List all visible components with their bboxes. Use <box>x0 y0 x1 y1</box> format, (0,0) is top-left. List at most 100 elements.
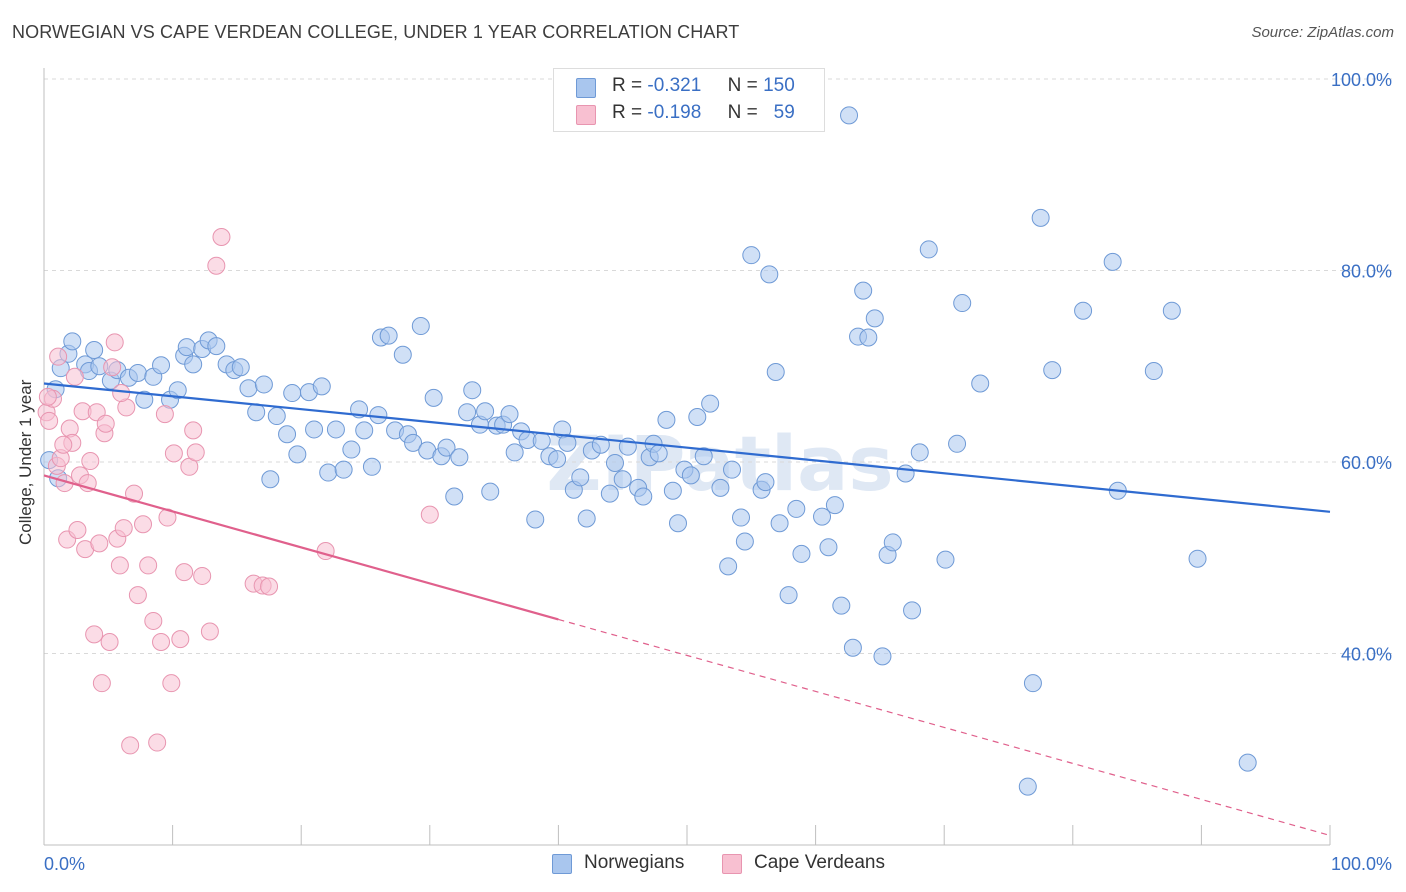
data-point-norwegians <box>840 106 859 125</box>
data-point-norwegians <box>813 507 832 526</box>
legend-n-label: N = <box>727 75 758 96</box>
data-point-cape-verdeans <box>125 484 144 503</box>
data-point-norwegians <box>634 487 653 506</box>
data-point-cape-verdeans <box>207 256 226 275</box>
data-point-norwegians <box>369 406 388 425</box>
legend-n-value: 59 <box>773 102 795 123</box>
data-point-norwegians <box>526 510 545 529</box>
bottom-legend-swatch-norwegians <box>552 854 572 874</box>
legend-r-label: R = <box>612 102 643 123</box>
y-tick-label: 100.0% <box>1331 70 1392 90</box>
chart-title: NORWEGIAN VS CAPE VERDEAN COLLEGE, UNDER… <box>12 22 740 42</box>
data-point-norwegians <box>919 240 938 259</box>
data-point-cape-verdeans <box>164 444 183 463</box>
data-point-norwegians <box>1103 252 1122 271</box>
data-point-norwegians <box>719 557 738 576</box>
data-point-norwegians <box>657 410 676 429</box>
data-point-norwegians <box>379 326 398 345</box>
data-point-norwegians <box>971 374 990 393</box>
data-point-norwegians <box>742 246 761 265</box>
data-point-cape-verdeans <box>134 515 153 534</box>
data-point-norwegians <box>1238 753 1257 772</box>
data-point-cape-verdeans <box>155 405 174 424</box>
data-point-norwegians <box>770 514 789 533</box>
data-point-norwegians <box>319 463 338 482</box>
data-point-norwegians <box>231 358 250 377</box>
legend-n-value: 150 <box>763 75 795 96</box>
data-point-cape-verdeans <box>139 556 158 575</box>
data-point-cape-verdeans <box>85 625 104 644</box>
data-point-norwegians <box>1043 361 1062 380</box>
data-point-cape-verdeans <box>81 452 100 471</box>
bottom-legend-label: Norwegians <box>584 852 685 873</box>
data-point-cape-verdeans <box>193 566 212 585</box>
legend-r-label: R = <box>612 75 643 96</box>
data-point-norwegians <box>334 460 353 479</box>
data-point-norwegians <box>787 499 806 518</box>
data-point-norwegians <box>342 440 361 459</box>
data-point-norwegians <box>779 586 798 605</box>
data-point-norwegians <box>936 550 955 569</box>
data-point-cape-verdeans <box>68 520 87 539</box>
data-point-norwegians <box>766 362 785 381</box>
data-point-norwegians <box>760 265 779 284</box>
chart-source: Source: ZipAtlas.com <box>1251 24 1394 41</box>
data-point-norwegians <box>896 464 915 483</box>
data-point-cape-verdeans <box>171 630 190 649</box>
data-point-norwegians <box>825 496 844 515</box>
trend-line-cape-verdeans-extension <box>558 618 1331 837</box>
data-point-norwegians <box>558 433 577 452</box>
data-point-norwegians <box>450 448 469 467</box>
data-point-cape-verdeans <box>200 622 219 641</box>
data-point-norwegians <box>267 407 286 426</box>
trend-line-norwegians <box>43 382 1331 513</box>
data-point-cape-verdeans <box>175 563 194 582</box>
bottom-legend-label: Cape Verdeans <box>754 852 885 873</box>
data-point-norwegians <box>688 407 707 426</box>
data-point-cape-verdeans <box>186 443 205 462</box>
data-point-norwegians <box>859 328 878 347</box>
data-point-cape-verdeans <box>144 611 163 630</box>
data-point-norwegians <box>732 508 751 527</box>
data-point-norwegians <box>668 514 687 533</box>
data-point-norwegians <box>571 468 590 487</box>
data-point-norwegians <box>1023 674 1042 693</box>
data-point-norwegians <box>404 433 423 452</box>
data-point-cape-verdeans <box>162 674 181 693</box>
data-point-norwegians <box>458 403 477 422</box>
bottom-legend-swatch-cape-verdeans <box>722 854 742 874</box>
data-point-norwegians <box>577 509 596 528</box>
data-point-norwegians <box>711 478 730 497</box>
legend-r-value: -0.198 <box>647 102 702 123</box>
data-point-norwegians <box>723 460 742 479</box>
data-point-cape-verdeans <box>38 387 57 406</box>
data-point-norwegians <box>305 420 324 439</box>
data-point-norwegians <box>910 443 929 462</box>
data-point-norwegians <box>681 466 700 485</box>
legend-n-label: N = <box>727 102 758 123</box>
y-tick-label: 80.0% <box>1341 262 1392 282</box>
data-point-norwegians <box>128 363 147 382</box>
data-point-norwegians <box>135 390 154 409</box>
data-point-norwegians <box>184 355 203 374</box>
legend-r-value: -0.321 <box>647 75 702 96</box>
data-point-norwegians <box>207 337 226 356</box>
data-point-norwegians <box>1031 208 1050 227</box>
data-point-cape-verdeans <box>100 633 119 652</box>
data-point-norwegians <box>288 445 307 464</box>
data-point-norwegians <box>819 538 838 557</box>
data-point-cape-verdeans <box>260 577 279 596</box>
data-point-cape-verdeans <box>54 435 73 454</box>
data-point-norwegians <box>600 484 619 503</box>
data-point-norwegians <box>63 332 82 351</box>
data-point-cape-verdeans <box>65 367 84 386</box>
data-point-norwegians <box>701 394 720 413</box>
data-point-norwegians <box>424 388 443 407</box>
data-point-norwegians <box>326 420 345 439</box>
correlation-legend: R = -0.321 N = 150 R = -0.198 N = 59 <box>553 68 825 132</box>
y-axis-label: College, Under 1 year <box>16 379 35 545</box>
data-point-norwegians <box>1018 777 1037 796</box>
data-point-cape-verdeans <box>112 384 131 403</box>
data-point-norwegians <box>735 532 754 551</box>
